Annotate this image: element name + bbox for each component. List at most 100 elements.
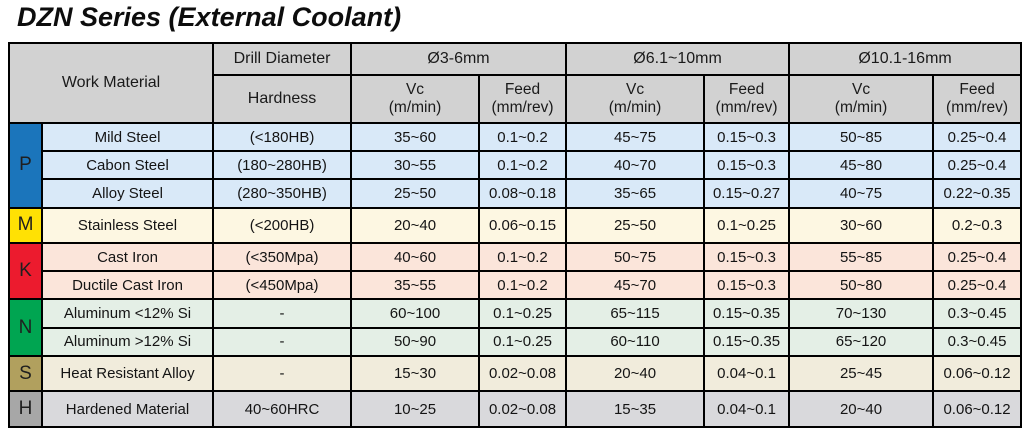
vc-value-cell: 25~45 [788, 354, 935, 393]
vc-value-cell: 45~75 [565, 121, 706, 153]
feed-value-cell: 0.1~0.25 [703, 206, 791, 245]
vc-value-cell: 35~55 [350, 270, 481, 301]
feed-value-cell: 0.15~0.3 [703, 121, 791, 153]
feed-value-cell: 0.02~0.08 [478, 354, 568, 393]
hardness-cell: - [212, 354, 353, 393]
feed-value-cell: 0.06~0.12 [932, 390, 1023, 428]
feed-value-cell: 0.25~0.4 [932, 121, 1023, 153]
material-cell: Hardened Material [40, 390, 215, 428]
cutting-parameters-table: Work Material Drill Diameter Ø3-6mm Ø6.1… [7, 42, 1023, 428]
vc-value-cell: 40~75 [788, 178, 935, 209]
table-row-mild-steel: P Mild Steel (<180HB) 35~60 0.1~0.2 45~7… [8, 121, 1023, 209]
hardness-cell: (280~350HB) [212, 178, 353, 209]
vc-unit: (m/min) [388, 99, 442, 116]
vc-label: Vc [625, 80, 645, 98]
table-row-ductile-cast-iron: Ductile Cast Iron (<450Mpa) 35~55 0.1~0.… [9, 270, 1023, 301]
vc-value-cell: 50~85 [788, 121, 935, 153]
vc-value-cell: 40~70 [565, 150, 706, 181]
material-cell: Stainless Steel [40, 206, 215, 245]
feed-value-cell: 0.06~0.15 [478, 206, 568, 245]
material-cell: Aluminum >12% Si [40, 326, 215, 357]
feed-value-cell: 0.25~0.4 [932, 150, 1023, 181]
feed-value-cell: 0.06~0.12 [932, 354, 1023, 393]
table-row-aluminum-lt12si: N Aluminum <12% Si - 60~100 0.1~0.25 65~… [8, 298, 1023, 357]
vc-value-cell: 20~40 [350, 206, 481, 245]
feed-value-cell: 0.1~0.2 [478, 242, 568, 273]
feed-value-cell: 0.15~0.3 [703, 242, 791, 273]
vc-value-cell: 30~55 [350, 150, 481, 181]
vc-value-cell: 55~85 [788, 242, 935, 273]
feed-value-cell: 0.04~0.1 [703, 390, 791, 428]
feed-value-cell: 0.15~0.35 [703, 298, 791, 329]
vc-label: Vc [852, 80, 871, 98]
header-hardness: Hardness [212, 74, 353, 124]
vc-value-cell: 20~40 [788, 390, 935, 428]
vc-value-cell: 45~80 [788, 150, 935, 181]
hardness-cell: - [212, 298, 353, 329]
vc-value-cell: 35~65 [565, 178, 706, 209]
feed-unit: (mm/rev) [491, 99, 554, 116]
material-group-code-H: H [8, 390, 43, 428]
hardness-cell: 40~60HRC [212, 390, 353, 428]
feed-label: Feed [504, 80, 541, 98]
page-title: DZN Series (External Coolant) [17, 2, 402, 32]
material-cell: Mild Steel [40, 121, 215, 153]
feed-value-cell: 0.2~0.3 [932, 206, 1023, 245]
feed-value-cell: 0.08~0.18 [478, 178, 568, 209]
table-row-hardened-material: H Hardened Material 40~60HRC 10~25 0.02~… [8, 390, 1023, 428]
header-work-material: Work Material [7, 42, 215, 124]
feed-value-cell: 0.1~0.25 [478, 298, 568, 329]
feed-unit: (mm/rev) [946, 99, 1009, 116]
vc-value-cell: 60~110 [565, 326, 706, 357]
vc-value-cell: 65~115 [565, 298, 706, 329]
header-vc-2: Vc (m/min) [565, 74, 706, 124]
feed-value-cell: 0.02~0.08 [478, 390, 568, 428]
table-row-cabon-steel: Cabon Steel (180~280HB) 30~55 0.1~0.2 40… [9, 150, 1023, 181]
header-feed-1: Feed (mm/rev) [478, 74, 568, 124]
header-diameter-range-3: Ø10.1-16mm [788, 42, 1023, 76]
vc-value-cell: 15~35 [565, 390, 706, 428]
feed-value-cell: 0.3~0.45 [932, 298, 1023, 329]
table-row-aluminum-gt12si: Aluminum >12% Si - 50~90 0.1~0.25 60~110… [9, 326, 1023, 357]
header-row-1: Work Material Drill Diameter Ø3-6mm Ø6.1… [7, 42, 1023, 124]
header-feed-2: Feed (mm/rev) [703, 74, 791, 124]
header-vc-1: Vc (m/min) [350, 74, 481, 124]
vc-value-cell: 70~130 [788, 298, 935, 329]
feed-value-cell: 0.1~0.2 [478, 150, 568, 181]
vc-value-cell: 50~75 [565, 242, 706, 273]
table-row-heat-resistant-alloy: S Heat Resistant Alloy - 15~30 0.02~0.08… [8, 354, 1023, 393]
feed-value-cell: 0.25~0.4 [932, 242, 1023, 273]
header-diameter-range-1: Ø3-6mm [350, 42, 568, 76]
feed-value-cell: 0.25~0.4 [932, 270, 1023, 301]
hardness-cell: (<200HB) [212, 206, 353, 245]
feed-value-cell: 0.15~0.3 [703, 270, 791, 301]
material-cell: Ductile Cast Iron [40, 270, 215, 301]
header-drill-diameter: Drill Diameter [212, 42, 353, 76]
feed-label: Feed [959, 80, 995, 98]
feed-value-cell: 0.04~0.1 [703, 354, 791, 393]
vc-label: Vc [405, 80, 425, 98]
material-group-code-P: P [8, 122, 43, 209]
header-diameter-range-2: Ø6.1~10mm [565, 42, 791, 76]
feed-value-cell: 0.15~0.27 [703, 178, 791, 209]
material-group-code-N: N [8, 298, 43, 357]
feed-value-cell: 0.3~0.45 [932, 326, 1023, 357]
vc-value-cell: 15~30 [350, 354, 481, 393]
table-row-stainless-steel: M Stainless Steel (<200HB) 20~40 0.06~0.… [8, 206, 1023, 245]
vc-unit: (m/min) [834, 99, 888, 116]
feed-value-cell: 0.15~0.3 [703, 150, 791, 181]
material-group-code-M: M [8, 206, 43, 245]
feed-unit: (mm/rev) [715, 99, 778, 116]
vc-value-cell: 60~100 [350, 298, 481, 329]
header-row-2: Hardness Vc (m/min) Feed (mm/rev) Vc (m/… [9, 74, 1023, 124]
material-cell: Heat Resistant Alloy [40, 354, 215, 393]
material-cell: Cast Iron [40, 242, 215, 273]
hardness-cell: (<450Mpa) [212, 270, 353, 301]
vc-value-cell: 50~80 [788, 270, 935, 301]
vc-value-cell: 65~120 [788, 326, 935, 357]
feed-label: Feed [728, 80, 765, 98]
hardness-cell: (<180HB) [212, 121, 353, 153]
feed-value-cell: 0.1~0.2 [478, 121, 568, 153]
material-group-code-K: K [8, 242, 43, 301]
